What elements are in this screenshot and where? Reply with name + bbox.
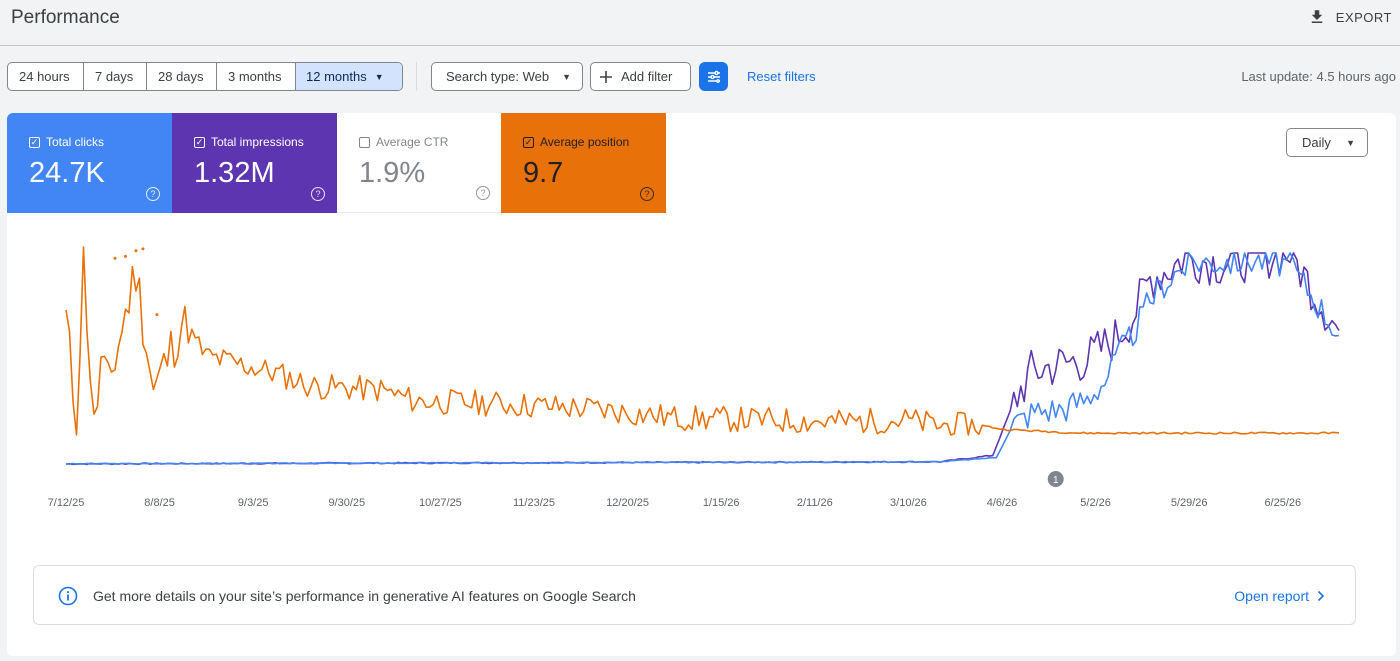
data-point <box>141 247 145 251</box>
download-icon <box>1311 10 1323 23</box>
top-bar: Performance EXPORT <box>0 0 1400 46</box>
x-tick-label: 10/27/25 <box>419 497 462 509</box>
checkbox-checked-icon[interactable]: ✓ <box>194 136 205 148</box>
add-filter-label: Add filter <box>621 69 673 84</box>
help-icon[interactable]: ? <box>640 187 654 201</box>
open-report-label: Open report <box>1234 588 1309 604</box>
data-point <box>123 254 127 258</box>
x-tick-label: 2/11/26 <box>797 497 833 509</box>
plus-icon <box>600 70 612 83</box>
data-point <box>113 256 117 260</box>
help-icon[interactable]: ? <box>146 187 160 201</box>
reset-filters-link[interactable]: Reset filters <box>747 69 816 84</box>
caret-down-icon: ▼ <box>562 71 571 82</box>
export-button[interactable]: EXPORT <box>1308 5 1392 29</box>
metric-label: Total impressions <box>211 135 304 149</box>
performance-chart[interactable]: 1 7/12/25 8/8/25 9/3/25 9/30/25 10/27/25 11/23… <box>7 113 1396 523</box>
metric-label: Total clicks <box>46 135 105 149</box>
metric-label-row: ✓ Total clicks <box>29 135 104 149</box>
help-icon[interactable]: ? <box>476 186 490 200</box>
metric-label-row: Average CTR <box>359 135 448 149</box>
range-12-months[interactable]: 12 months ▼ <box>295 63 402 90</box>
date-range-group: 24 hours 7 days 28 days 3 months 12 mont… <box>7 62 403 91</box>
performance-card: ✓ Total clicks 24.7K ? ✓ Total impressio… <box>7 113 1396 656</box>
metric-label: Average CTR <box>376 135 449 149</box>
range-28-days[interactable]: 28 days <box>146 63 216 90</box>
metric-value: 1.9% <box>359 157 426 189</box>
x-tick-label: 9/3/25 <box>238 497 269 509</box>
data-point <box>155 313 159 317</box>
info-icon <box>58 586 78 606</box>
x-tick-label: 12/20/25 <box>606 497 649 509</box>
search-type-dropdown[interactable]: Search type: Web ▼ <box>431 62 583 91</box>
chevron-right-icon <box>1317 590 1325 602</box>
open-report-link[interactable]: Open report <box>1234 588 1325 604</box>
ai-features-banner: Get more details on your site’s performa… <box>33 565 1356 625</box>
metric-value: 9.7 <box>523 157 564 189</box>
annotation-marker[interactable]: 1 <box>1047 471 1064 487</box>
range-7-days[interactable]: 7 days <box>83 63 146 90</box>
series-line-average-position <box>65 246 1340 436</box>
export-label: EXPORT <box>1335 9 1392 25</box>
range-12-months-label: 12 months <box>306 69 367 84</box>
banner-message: Get more details on your site’s performa… <box>93 588 636 604</box>
x-tick-label: 8/8/25 <box>144 497 175 509</box>
x-tick-label: 6/25/26 <box>1264 497 1301 509</box>
range-3-months[interactable]: 3 months <box>216 63 295 90</box>
metric-value: 1.32M <box>194 157 275 189</box>
caret-down-icon: ▼ <box>1346 137 1355 148</box>
metric-label: Average position <box>540 135 630 149</box>
checkbox-checked-icon[interactable]: ✓ <box>523 136 534 148</box>
checkbox-unchecked-icon[interactable] <box>359 136 370 148</box>
metric-value: 24.7K <box>29 157 105 189</box>
page-title: Performance <box>11 7 120 28</box>
help-icon[interactable]: ? <box>311 187 325 201</box>
x-tick-label: 5/2/26 <box>1080 497 1111 509</box>
last-update-text: Last update: 4.5 hours ago <box>1241 69 1396 84</box>
data-point <box>134 249 138 253</box>
x-tick-label: 3/10/26 <box>890 497 927 509</box>
metric-total-impressions[interactable]: ✓ Total impressions 1.32M ? <box>172 113 337 213</box>
granularity-dropdown[interactable]: Daily ▼ <box>1286 128 1368 157</box>
x-tick-label: 7/12/25 <box>48 497 85 509</box>
metric-average-position[interactable]: ✓ Average position 9.7 ? <box>501 113 666 213</box>
x-tick-label: 5/29/26 <box>1171 497 1208 509</box>
metric-average-ctr[interactable]: Average CTR 1.9% ? <box>337 113 502 213</box>
caret-down-icon: ▼ <box>374 71 384 82</box>
granularity-label: Daily <box>1302 135 1331 150</box>
add-filter-button[interactable]: Add filter <box>590 62 691 91</box>
checkbox-checked-icon[interactable]: ✓ <box>29 136 40 148</box>
filter-options-button[interactable] <box>699 62 728 91</box>
x-tick-label: 11/23/25 <box>513 497 555 509</box>
series-line-total-clicks <box>65 252 1340 466</box>
x-tick-label: 4/6/26 <box>987 497 1018 509</box>
x-tick-label: 9/30/25 <box>328 497 365 509</box>
x-tick-label: 1/15/26 <box>703 497 740 509</box>
toolbar-divider <box>416 62 417 91</box>
filter-toolbar: 24 hours 7 days 28 days 3 months 12 mont… <box>0 62 1400 92</box>
metric-label-row: ✓ Average position <box>523 135 629 149</box>
search-type-label: Search type: Web <box>446 69 550 84</box>
filter-sliders-icon <box>707 70 720 83</box>
metric-label-row: ✓ Total impressions <box>194 135 304 149</box>
metric-total-clicks[interactable]: ✓ Total clicks 24.7K ? <box>7 113 172 213</box>
range-24-hours[interactable]: 24 hours <box>19 69 70 84</box>
annotation-label: 1 <box>1053 475 1059 486</box>
